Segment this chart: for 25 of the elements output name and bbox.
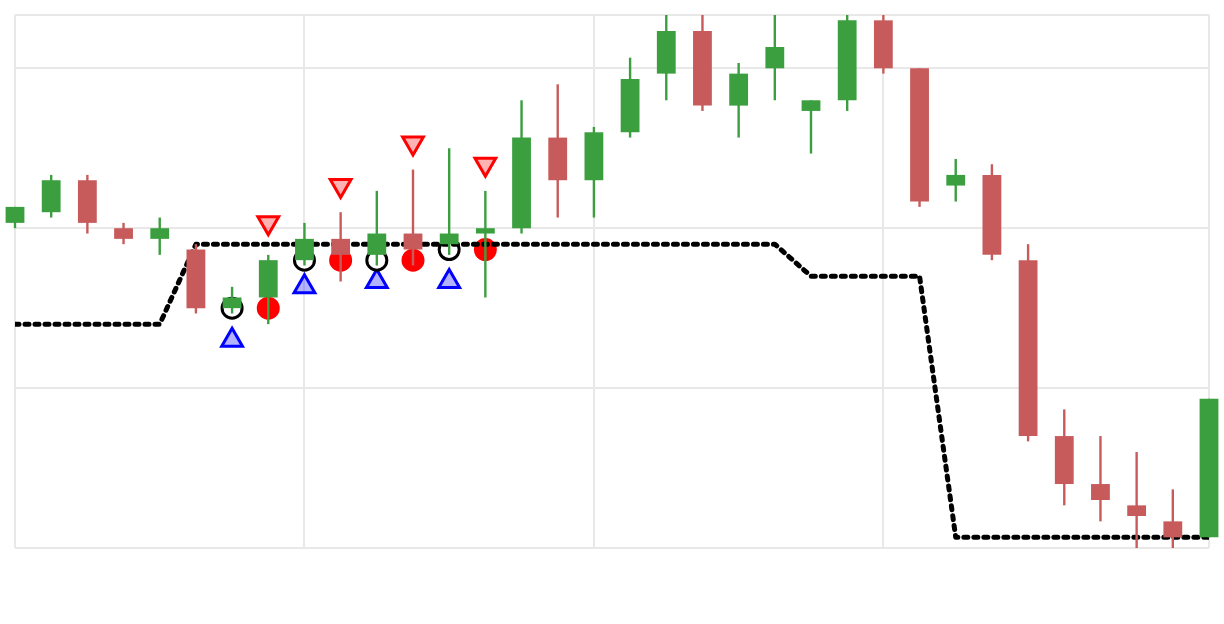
candlestick bbox=[765, 13, 785, 102]
candlestick bbox=[548, 83, 568, 219]
candlestick bbox=[1127, 450, 1147, 550]
point bbox=[328, 178, 353, 200]
candlestick bbox=[41, 173, 61, 219]
candlestick bbox=[729, 61, 749, 139]
candlestick bbox=[584, 125, 604, 219]
point bbox=[256, 215, 281, 237]
point bbox=[220, 326, 244, 348]
candlestick bbox=[114, 221, 133, 246]
point bbox=[292, 273, 317, 295]
candlestick bbox=[1054, 408, 1074, 507]
point bbox=[401, 135, 425, 157]
candlestick bbox=[1091, 434, 1110, 523]
point bbox=[364, 268, 389, 289]
candlestick bbox=[77, 173, 97, 235]
candlestick bbox=[258, 253, 278, 326]
candlestick bbox=[656, 13, 676, 102]
candlestick bbox=[150, 216, 170, 257]
point bbox=[473, 156, 498, 178]
point bbox=[437, 268, 462, 289]
candlestick bbox=[801, 99, 821, 155]
candlestick bbox=[873, 13, 893, 75]
candlestick bbox=[1163, 488, 1183, 550]
candlestick bbox=[946, 157, 966, 203]
